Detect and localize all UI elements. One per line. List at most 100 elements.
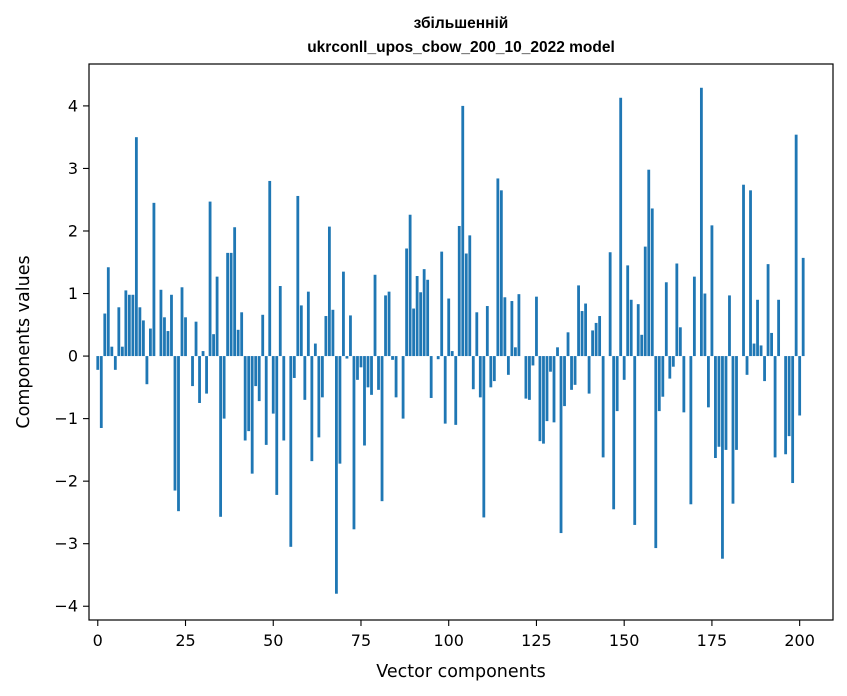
bar: [257, 356, 261, 402]
bar: [710, 225, 714, 357]
bar: [622, 356, 626, 380]
y-tick-label: 0: [68, 347, 78, 366]
bar: [113, 356, 117, 370]
bar: [598, 316, 602, 357]
y-tick-label: −1: [54, 409, 78, 428]
bar: [208, 201, 212, 357]
bar: [120, 346, 124, 357]
bar: [661, 356, 665, 397]
bar: [531, 356, 535, 366]
bar: [278, 286, 282, 357]
bar: [275, 356, 279, 495]
bar: [264, 356, 268, 445]
bar: [222, 356, 226, 419]
bar: [608, 252, 612, 357]
bar: [131, 294, 135, 357]
bar: [763, 356, 766, 382]
bar: [591, 330, 595, 357]
bar: [496, 178, 500, 357]
bar: [110, 346, 114, 357]
bar: [745, 356, 749, 375]
bar: [675, 263, 679, 357]
bar: [415, 276, 419, 357]
bar: [212, 334, 215, 357]
bar: [233, 227, 237, 357]
bar: [559, 356, 563, 534]
bar: [320, 356, 324, 398]
bar: [408, 214, 412, 357]
bar: [201, 351, 205, 357]
bar: [412, 308, 416, 357]
bar: [542, 356, 545, 444]
bar: [577, 285, 580, 357]
bar: [678, 327, 682, 357]
bar: [513, 347, 517, 357]
x-tick-label: 175: [697, 631, 728, 650]
bar: [457, 225, 461, 357]
bar: [99, 356, 103, 428]
bar: [310, 356, 314, 462]
bar: [524, 356, 528, 399]
bar: [405, 248, 409, 357]
bar: [770, 332, 773, 357]
bar: [250, 356, 254, 474]
bar: [594, 322, 598, 357]
bar: [384, 295, 387, 357]
bar: [773, 356, 777, 458]
bar: [787, 356, 791, 437]
bar: [612, 356, 616, 510]
bar: [159, 289, 163, 357]
bar: [552, 356, 556, 423]
bar: [373, 274, 377, 357]
x-tick-label: 0: [93, 631, 103, 650]
bar: [654, 356, 658, 549]
bar: [538, 356, 542, 442]
x-tick-label: 125: [521, 631, 552, 650]
bar: [731, 356, 735, 504]
bar: [601, 356, 605, 458]
bar: [714, 356, 717, 459]
y-axis-ticks: −4 −3 −2 −1 0 1 2 3 4: [54, 96, 89, 616]
y-tick-label: −4: [54, 597, 78, 616]
bar: [510, 301, 514, 357]
bar: [306, 291, 310, 357]
bar: [292, 356, 296, 378]
bar: [692, 276, 696, 357]
chart-title-line-1: збільшенній: [414, 15, 509, 32]
bar: [556, 347, 559, 357]
y-tick-label: −2: [54, 472, 78, 491]
bar: [570, 356, 573, 390]
x-tick-label: 50: [263, 631, 283, 650]
bar: [184, 317, 187, 357]
bar: [707, 356, 710, 408]
bar: [454, 356, 458, 425]
bar: [394, 356, 398, 398]
bar: [478, 356, 482, 398]
bar: [229, 252, 233, 357]
bar: [535, 296, 538, 357]
bar: [717, 356, 721, 447]
bar: [247, 356, 251, 432]
bar: [492, 356, 496, 382]
bar: [198, 356, 201, 403]
bar: [366, 356, 370, 388]
bar: [703, 293, 707, 357]
bar: [475, 312, 479, 357]
x-tick-label: 150: [609, 631, 640, 650]
y-axis-label: Components values: [14, 255, 34, 428]
bar: [742, 184, 745, 357]
bar: [587, 356, 591, 394]
bar: [342, 271, 345, 357]
y-tick-label: −3: [54, 534, 78, 553]
bar: [370, 356, 373, 395]
bar: [236, 329, 240, 357]
bar: [482, 356, 486, 518]
bar: [626, 265, 630, 357]
bar: [141, 320, 145, 357]
bar: [422, 269, 426, 357]
bar: [363, 356, 366, 446]
bar: [728, 295, 731, 357]
bar: [303, 356, 307, 400]
bar: [296, 195, 300, 357]
